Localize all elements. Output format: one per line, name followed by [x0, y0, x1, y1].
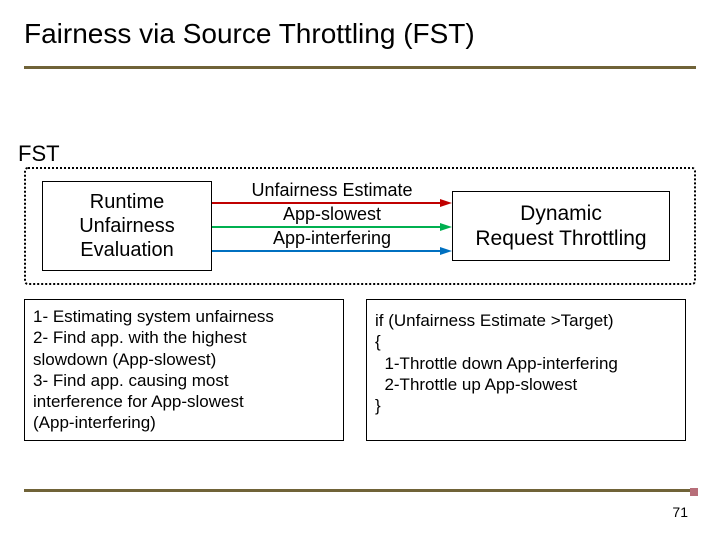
- note-left-l4: 3- Find app. causing most: [33, 370, 335, 391]
- title-rule: [24, 66, 696, 69]
- box-left-line2: Unfairness: [43, 214, 211, 238]
- runtime-unfairness-evaluation-box: Runtime Unfairness Evaluation: [42, 181, 212, 271]
- pipeline-row: Runtime Unfairness Evaluation Unfairness…: [34, 179, 686, 273]
- arrow-2-icon: [212, 223, 452, 231]
- note-left-l3: slowdown (App-slowest): [33, 349, 335, 370]
- box-left-line1: Runtime: [43, 190, 211, 214]
- note-right-l1: if (Unfairness Estimate >Target): [375, 310, 677, 331]
- bottom-rule: [24, 489, 696, 492]
- arrow-1-icon: [212, 199, 452, 207]
- corner-dot-icon: [690, 488, 698, 496]
- throttling-pseudocode-box: if (Unfairness Estimate >Target) { 1-Thr…: [366, 299, 686, 441]
- fst-container: Runtime Unfairness Evaluation Unfairness…: [24, 167, 696, 285]
- arrow-column: Unfairness Estimate App-slowest App-inte…: [212, 181, 452, 271]
- box-left-line3: Evaluation: [43, 238, 211, 262]
- note-right-l4: 2-Throttle up App-slowest: [375, 374, 677, 395]
- notes-row: 1- Estimating system unfairness 2- Find …: [24, 299, 696, 441]
- note-right-l2: {: [375, 331, 677, 352]
- box-right-line1: Dynamic: [453, 201, 669, 226]
- fst-label: FST: [18, 141, 696, 167]
- arrow-3-icon: [212, 247, 452, 255]
- note-right-l5: }: [375, 395, 677, 416]
- note-left-l6: (App-interfering): [33, 412, 335, 433]
- note-left-l2: 2- Find app. with the highest: [33, 327, 335, 348]
- note-left-l5: interference for App-slowest: [33, 391, 335, 412]
- note-right-l3: 1-Throttle down App-interfering: [375, 353, 677, 374]
- dynamic-request-throttling-box: Dynamic Request Throttling: [452, 191, 670, 261]
- slide-title: Fairness via Source Throttling (FST): [24, 18, 696, 60]
- page-number: 71: [672, 504, 688, 520]
- note-left-l1: 1- Estimating system unfairness: [33, 306, 335, 327]
- evaluation-steps-box: 1- Estimating system unfairness 2- Find …: [24, 299, 344, 441]
- box-right-line2: Request Throttling: [453, 226, 669, 251]
